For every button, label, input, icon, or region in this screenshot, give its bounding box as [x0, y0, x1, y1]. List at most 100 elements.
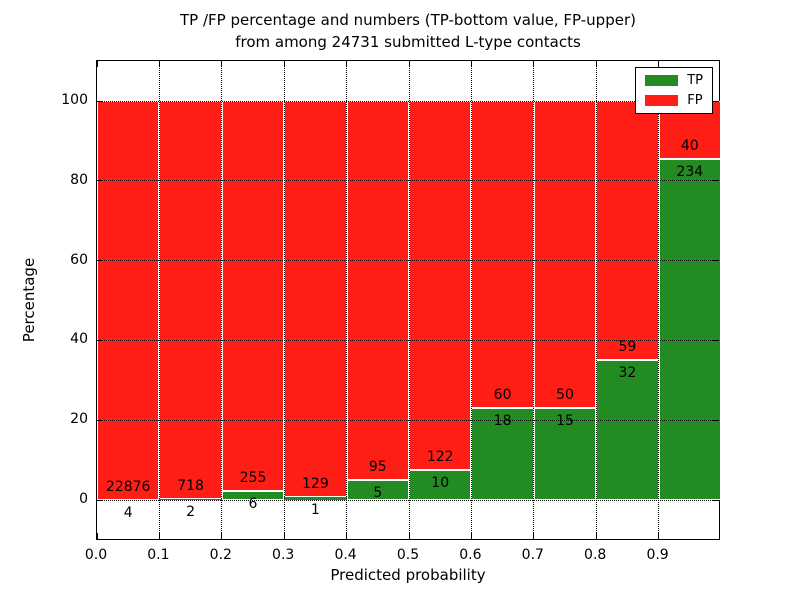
- chart-title-line2: from among 24731 submitted L-type contac…: [235, 33, 581, 51]
- bar-segment-tp: [346, 480, 409, 500]
- gridline-vertical: [470, 61, 472, 539]
- x-axis-label: Predicted probability: [330, 566, 486, 584]
- bar-segment-fp: [97, 101, 160, 500]
- gridline-vertical: [533, 61, 535, 539]
- bar-segment-tp: [221, 490, 285, 500]
- bar-segment-tp: [596, 359, 659, 500]
- x-tick-label: 0.9: [646, 547, 669, 563]
- x-tick-mark: [595, 533, 597, 539]
- gridline-vertical: [595, 61, 597, 539]
- x-tick-mark: [658, 533, 660, 539]
- bar-segment-fp: [533, 101, 597, 408]
- bar-segment-fp: [346, 101, 409, 481]
- gridline-horizontal: [97, 180, 719, 182]
- bar-segment-tp: [533, 407, 597, 500]
- fp-count-label: 718: [177, 477, 204, 494]
- tp-count-label: 5: [373, 485, 383, 502]
- fp-count-label: 59: [618, 338, 637, 355]
- gridline-horizontal: [97, 260, 719, 262]
- x-tick-mark: [346, 533, 348, 539]
- bar-segment-fp: [409, 101, 472, 470]
- gridline-vertical: [283, 61, 285, 539]
- bar-segment-fp: [471, 101, 534, 408]
- x-tick-label: 0.3: [272, 547, 295, 563]
- x-tick-mark: [595, 61, 597, 67]
- y-tick-mark: [713, 419, 719, 421]
- y-tick-mark: [97, 180, 103, 182]
- tp-count-label: 234: [676, 164, 704, 181]
- x-tick-mark: [470, 533, 472, 539]
- gridline-vertical: [346, 61, 348, 539]
- legend-swatch-tp: [645, 75, 679, 86]
- gridline-vertical: [158, 61, 160, 539]
- x-tick-label: 0.4: [334, 547, 357, 563]
- fp-count-label: 255: [239, 469, 267, 486]
- y-tick-label: 80: [70, 171, 88, 188]
- fp-count-label: 122: [426, 448, 454, 465]
- bar-segment-tp: [159, 498, 222, 500]
- bar-segment-tp: [658, 159, 721, 500]
- fp-count-label: 129: [302, 475, 329, 492]
- y-tick-label: 40: [70, 331, 88, 348]
- fp-count-label: 22876: [105, 478, 151, 495]
- x-tick-label: 0.6: [459, 547, 482, 563]
- gridline-vertical: [221, 61, 223, 539]
- x-tick-mark: [221, 61, 223, 67]
- x-tick-mark: [346, 61, 348, 67]
- x-tick-mark: [96, 533, 98, 539]
- x-tick-mark: [221, 533, 223, 539]
- tp-count-label: 18: [493, 412, 512, 429]
- x-tick-mark: [408, 61, 410, 67]
- bar-segment-fp: [596, 101, 659, 360]
- bar-segment-tp: [284, 496, 347, 500]
- y-tick-mark: [97, 339, 103, 341]
- fp-count-label: 60: [493, 386, 512, 403]
- fp-count-label: 50: [556, 386, 574, 403]
- chart-title-line1: TP /FP percentage and numbers (TP-bottom…: [180, 11, 636, 29]
- x-tick-label: 0.1: [147, 547, 170, 563]
- legend-item-tp: TP: [645, 74, 703, 87]
- gridline-vertical: [658, 61, 660, 539]
- bar-segment-fp: [284, 101, 347, 497]
- x-tick-mark: [283, 61, 285, 67]
- x-tick-mark: [658, 61, 660, 67]
- y-axis-label: Percentage: [20, 257, 38, 343]
- x-tick-mark: [158, 533, 160, 539]
- tp-count-label: 6: [248, 495, 258, 512]
- gridline-horizontal: [97, 339, 719, 341]
- plot-area: 22876 4 718 2 255 6 129 1 95 5 122 10 60 18 50 15 59 32 40…: [96, 60, 721, 540]
- gridline-horizontal: [97, 419, 719, 421]
- y-tick-label: 0: [79, 491, 88, 507]
- tp-count-label: 15: [556, 412, 574, 429]
- tp-count-label: 10: [431, 474, 450, 491]
- y-tick-mark: [97, 419, 103, 421]
- fp-count-label: 40: [680, 138, 699, 155]
- x-tick-mark: [470, 61, 472, 67]
- y-tick-mark: [97, 100, 103, 102]
- x-tick-label: 0.8: [584, 547, 607, 563]
- chart-title: TP /FP percentage and numbers (TP-bottom…: [96, 9, 720, 53]
- x-tick-mark: [158, 61, 160, 67]
- legend-item-fp: FP: [645, 94, 703, 107]
- y-tick-mark: [713, 100, 719, 102]
- x-tick-mark: [96, 61, 98, 67]
- y-tick-mark: [97, 260, 103, 262]
- x-tick-mark: [408, 533, 410, 539]
- legend-label: TP: [687, 73, 703, 88]
- gridline-horizontal: [97, 100, 719, 102]
- tp-count-label: 1: [310, 501, 320, 518]
- x-tick-mark: [533, 533, 535, 539]
- tp-count-label: 2: [186, 503, 196, 520]
- y-tick-mark: [713, 339, 719, 341]
- x-tick-mark: [533, 61, 535, 67]
- x-tick-label: 0.2: [209, 547, 232, 563]
- fp-count-label: 95: [368, 459, 387, 476]
- legend-label: FP: [687, 93, 703, 108]
- y-tick-mark: [713, 499, 719, 501]
- y-tick-label: 100: [61, 92, 88, 108]
- y-tick-label: 60: [70, 251, 88, 268]
- tp-count-label: 4: [123, 504, 133, 521]
- bar-segment-fp: [221, 101, 285, 491]
- x-tick-mark: [283, 533, 285, 539]
